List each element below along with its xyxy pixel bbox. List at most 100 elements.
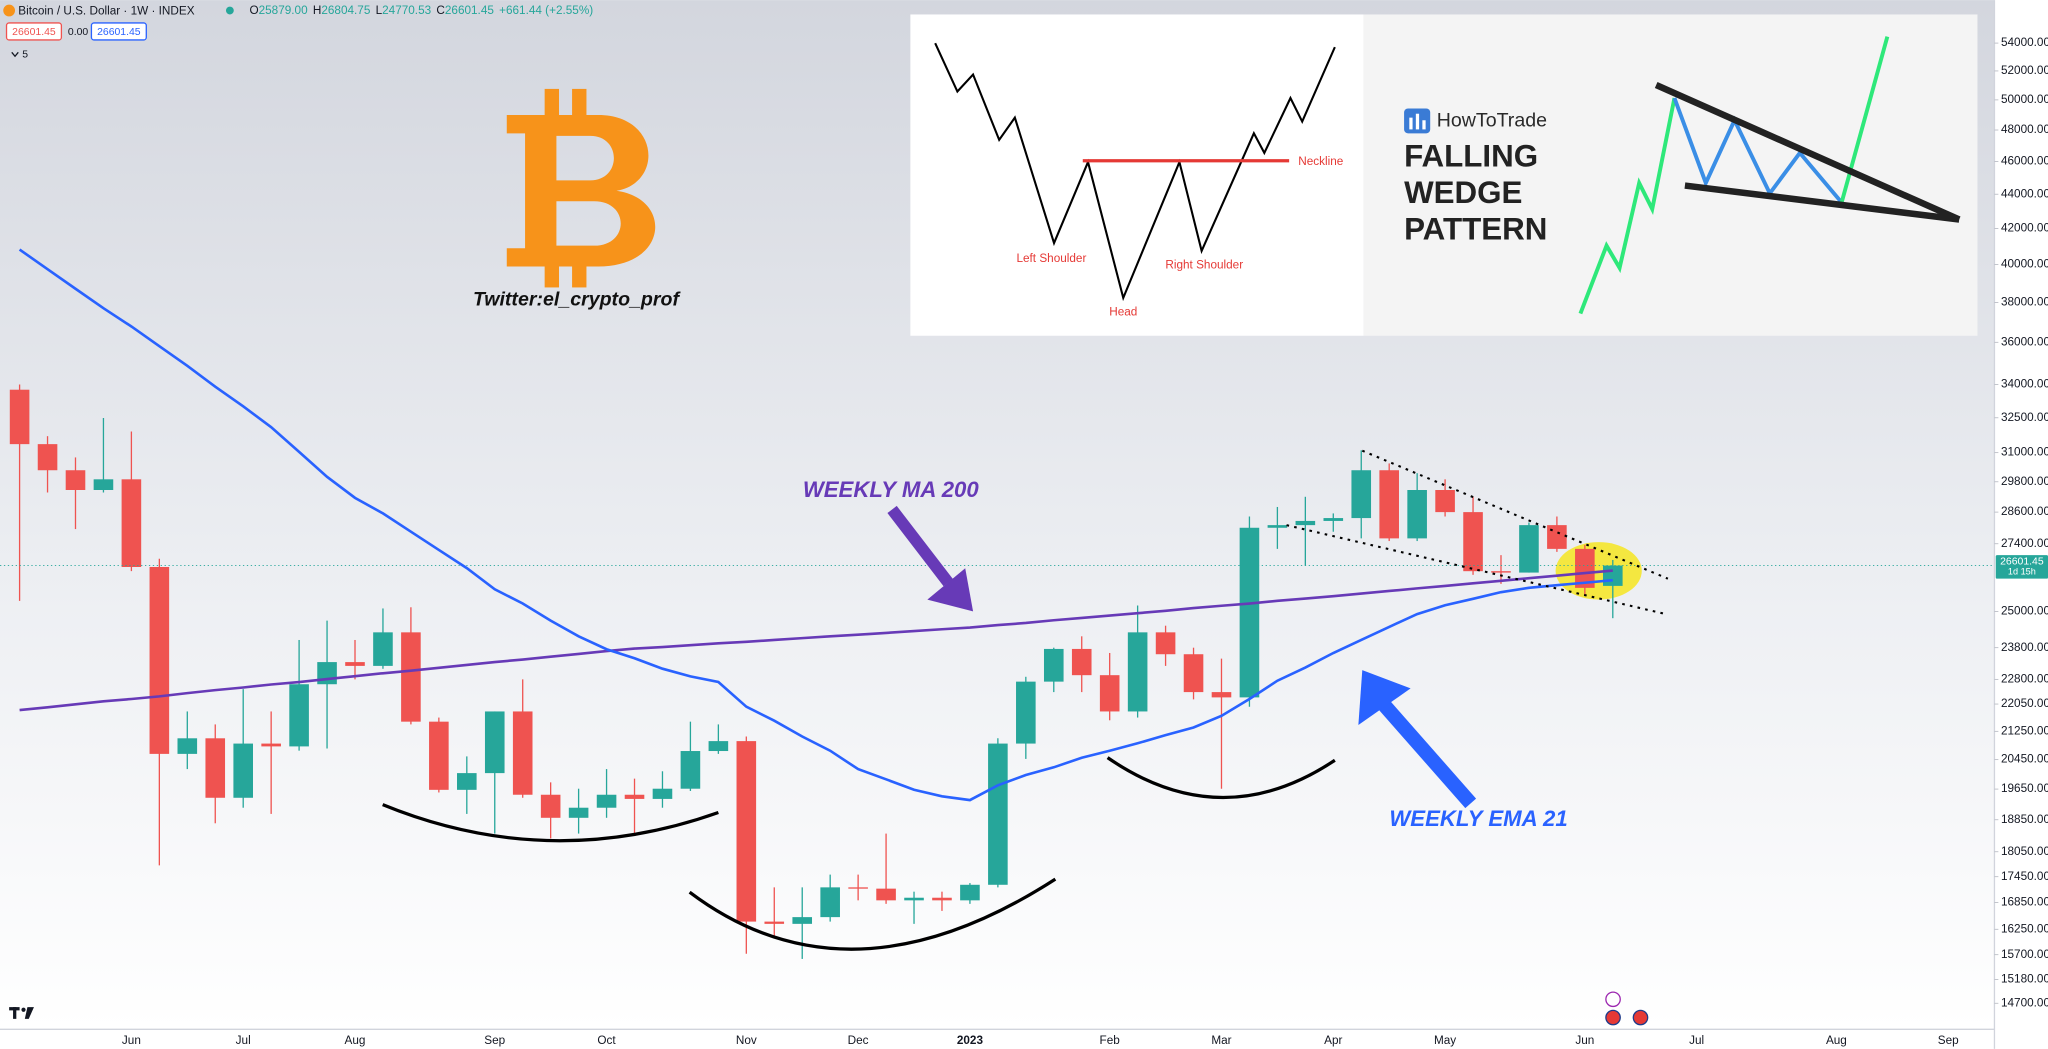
inset-background	[1363, 14, 1978, 336]
event-icon[interactable]	[1632, 1009, 1649, 1026]
wedge-lower	[1684, 182, 1960, 223]
candle-body	[1267, 525, 1288, 528]
wedge-trend-up	[1578, 97, 1677, 315]
candle-body	[1575, 548, 1595, 588]
candle-body	[1547, 525, 1567, 549]
overlay-labels: WEEKLY MA 200 WEEKLY EMA 21	[803, 477, 1568, 831]
y-tick-label: 19650.00	[2001, 782, 2048, 795]
candle-body	[1491, 571, 1511, 573]
x-tick-label: 2023	[957, 1034, 984, 1047]
event-icon[interactable]	[1605, 991, 1621, 1008]
candle-body	[876, 888, 896, 901]
indicator-count[interactable]: 5	[22, 50, 28, 61]
candle-body	[1435, 489, 1455, 513]
y-tick-label: 18050.00	[2001, 845, 2048, 858]
y-tick-label: 15700.00	[2001, 948, 2048, 961]
x-tick-label: May	[1434, 1034, 1456, 1047]
candle-body	[932, 897, 952, 901]
candle-body	[1463, 512, 1483, 572]
x-tick-label: Mar	[1211, 1034, 1231, 1047]
wedge-upper	[1654, 82, 1961, 223]
logo-part	[24, 1007, 34, 1019]
event-icon[interactable]	[1605, 1009, 1621, 1026]
candle-body	[205, 738, 226, 798]
price-button-text[interactable]: 26601.45	[97, 27, 141, 38]
ohlc-key: C	[436, 4, 445, 17]
pattern-line	[934, 42, 1336, 302]
y-tick-label: 36000.00	[2001, 335, 2048, 348]
x-tick-label: Aug	[345, 1034, 366, 1047]
x-tick-label: Feb	[1100, 1034, 1121, 1047]
ohlc-key: O	[249, 4, 258, 17]
inset-background	[910, 14, 1364, 336]
y-tick-label: 38000.00	[2001, 296, 2048, 309]
collapse-chevron[interactable]	[11, 51, 19, 58]
candle-body	[65, 470, 86, 490]
brand-name: HowToTrade	[1437, 110, 1547, 132]
y-tick-label: 54000.00	[2001, 36, 2048, 49]
candle-body	[345, 662, 365, 666]
x-tick-label: Sep	[1938, 1034, 1959, 1047]
candle-body	[848, 887, 868, 889]
candle-body	[1099, 675, 1120, 712]
rounding-curve	[688, 877, 1057, 951]
price-axis	[1994, 0, 2048, 1049]
y-tick-label: 40000.00	[2001, 258, 2048, 271]
y-tick-label: 31000.00	[2001, 446, 2048, 459]
brand-icon-bar	[1409, 117, 1413, 130]
candles	[0, 384, 1995, 959]
candle-body	[568, 807, 589, 818]
wedge-breakout	[1839, 36, 1890, 204]
candle-body	[1183, 654, 1204, 693]
candle-body	[1323, 518, 1344, 521]
moving-averages	[18, 248, 1613, 802]
candle-body	[93, 479, 114, 490]
y-tick-label: 50000.00	[2001, 93, 2048, 106]
arrow-ma	[887, 505, 974, 612]
inset-title: FALLING	[1404, 138, 1538, 173]
price-button[interactable]	[5, 22, 63, 41]
x-tick-label: Nov	[736, 1034, 757, 1047]
rounding-curve	[1106, 756, 1336, 800]
price-button-text[interactable]: 26601.45	[12, 27, 56, 38]
price-button[interactable]	[90, 22, 147, 41]
y-tick-label: 15180.00	[2001, 973, 2048, 986]
x-tick-label: Jun	[122, 1034, 141, 1047]
bitcoin-logo	[506, 88, 656, 288]
y-tick-label: 29800.00	[2001, 475, 2048, 488]
y-tick-label: 21250.00	[2001, 724, 2048, 737]
candle-body	[1239, 527, 1260, 698]
inset-label: Neckline	[1298, 155, 1344, 168]
overlay-label: WEEKLY MA 200	[803, 477, 980, 502]
inset-head-shoulders: Neckline Left Shoulder Right Shoulder He…	[910, 14, 1364, 336]
arrow-shaft	[887, 505, 953, 587]
y-tick-label: 16850.00	[2001, 896, 2048, 909]
candle-body	[1043, 648, 1064, 682]
wedge-zigzag	[1672, 97, 1844, 204]
candle-body	[820, 887, 840, 918]
candle-body	[904, 897, 924, 901]
candle-body	[792, 917, 813, 924]
candle-body	[1603, 565, 1623, 586]
y-tick-label: 25000.00	[2001, 604, 2048, 617]
x-tick-label: Oct	[597, 1034, 616, 1047]
ohlc-value: 25879.00	[259, 4, 308, 17]
arrow-shaft	[1379, 700, 1477, 809]
y-tick-label: 22050.00	[2001, 697, 2048, 710]
ohlc-change: +661.44 (+2.55%)	[499, 4, 593, 17]
candle-body	[960, 884, 980, 901]
y-tick-label: 17450.00	[2001, 870, 2048, 883]
overlay-line	[19, 569, 1613, 712]
ohlc-line: O25879.00 H26804.75 L24770.53 C26601.45 +661…	[249, 4, 593, 17]
candle-body	[289, 684, 309, 747]
x-tick-label: Jul	[236, 1034, 251, 1047]
y-tick-label: 34000.00	[2001, 378, 2048, 391]
candle-body	[429, 721, 449, 790]
candle-body	[233, 743, 253, 798]
tv-logo	[9, 1007, 34, 1019]
y-tick-label: 20450.00	[2001, 753, 2048, 766]
wedge-lower-line	[1286, 524, 1666, 615]
candle-body	[1071, 648, 1092, 676]
candle-body	[512, 711, 533, 795]
